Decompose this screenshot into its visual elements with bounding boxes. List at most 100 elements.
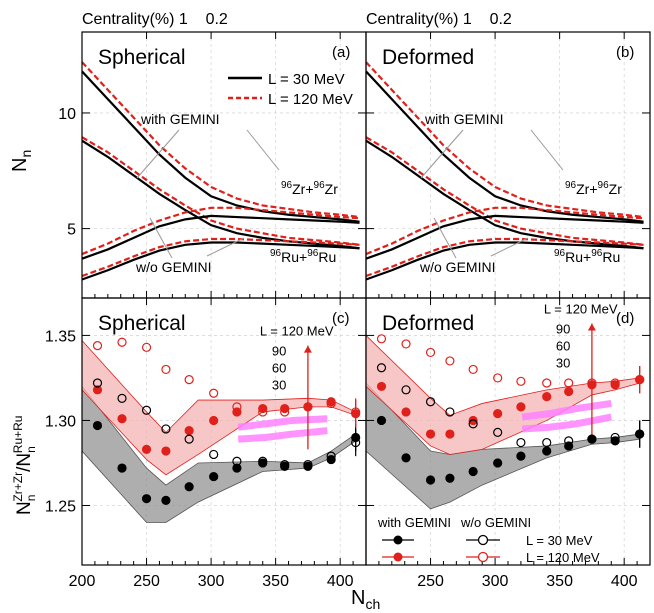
data-point-L120-wo (141, 342, 152, 352)
data-point-L120-with (161, 446, 171, 456)
data-point-L120-wo (326, 398, 336, 409)
data-point-L30-wo (209, 449, 219, 460)
annotation-arrow-wo (206, 237, 245, 257)
y-axis-title-bottom: NnZr+Zr/NnRu+Ru (11, 416, 38, 515)
L-label-30: 30 (272, 378, 286, 393)
data-point-L30-with (232, 463, 242, 473)
data-point-L30-with (516, 451, 526, 461)
data-point-L120-wo (401, 339, 411, 349)
panel-label: (a) (332, 44, 350, 61)
data-point-L30-wo (425, 397, 436, 407)
L-label-90: 90 (556, 322, 570, 337)
data-point-L120-wo (280, 407, 290, 417)
data-point-L30-wo (635, 429, 645, 439)
data-point-L120-wo (232, 402, 242, 412)
annotation-arrow-with (420, 129, 464, 179)
panel-b: with GEMINI w/o GEMINI 96Zr+96Zr 96Ru+96Ru D… (365, 31, 651, 299)
legend-solid-label: L = 30 MeV (268, 71, 345, 88)
data-point-L120-with (141, 444, 152, 454)
data-point-L120-with (564, 386, 574, 397)
L-arrow-head (587, 323, 596, 331)
legend-marker-open-black (477, 534, 489, 546)
annotation-ru-system: 96Ru+96Ru (270, 248, 336, 265)
data-point-L30-wo (468, 419, 478, 429)
x-axis-title: Nch (351, 587, 380, 612)
svg-text:Nch: Nch (351, 587, 380, 612)
x-tick-label: 200 (69, 573, 96, 590)
data-point-L30-wo (117, 393, 127, 403)
data-point-L120-wo (184, 375, 194, 385)
pink-band-1 (521, 399, 612, 421)
y-axis-title-top: Nn (9, 150, 34, 172)
data-point-L120-wo (542, 378, 552, 388)
data-point-L30-with (445, 473, 455, 483)
data-point-L30-wo (401, 385, 411, 395)
L-label-120: L = 120 MeV (260, 324, 334, 339)
data-point-L120-wo (258, 407, 268, 417)
data-point-L30-wo (326, 451, 336, 461)
data-point-L120-wo (564, 378, 574, 388)
series-line-ru-L120 (81, 237, 360, 278)
data-point-L30-with (425, 475, 436, 485)
data-point-L120-with (184, 426, 194, 436)
data-point-L30-wo (280, 460, 290, 470)
annotation-wo-gemini: w/o GEMINI (419, 259, 495, 275)
data-point-L120-with (516, 402, 526, 412)
x-tick-label: 350 (546, 573, 573, 590)
panel-c: L = 120 MeV 90 60 30 1.25 1.30 1.35 200 250 300 35… (45, 297, 367, 590)
data-point-L120-wo (493, 373, 503, 383)
annotation-arrow-wo (433, 217, 457, 259)
series-line-zr-L120 (365, 61, 644, 219)
data-point-L120-with (92, 385, 103, 395)
data-point-L120-wo (610, 378, 620, 388)
data-point-L30-with (141, 494, 152, 504)
annotation-arrow-wo (490, 237, 529, 257)
legend-marker-filled-black (393, 535, 403, 545)
x-tick-label: 300 (482, 573, 509, 590)
pink-band-0 (237, 427, 328, 443)
data-point-L30-wo (92, 378, 103, 388)
legend-dashed-label: L = 120 MeV (268, 91, 353, 108)
L-label-60: 60 (556, 339, 570, 354)
y-tick-label: 1.30 (45, 413, 76, 430)
legend-row1-label: L = 30 MeV (526, 533, 593, 548)
data-point-L120-with (117, 414, 127, 424)
data-point-L120-wo (516, 376, 526, 386)
data-point-L30-wo (161, 424, 171, 434)
data-point-L30-with (209, 471, 219, 482)
series-line-zr-L30 (81, 70, 360, 223)
legend-marker-filled-red (393, 552, 403, 562)
data-point-L120-wo (92, 341, 103, 351)
annotation-arrow-with (246, 129, 280, 171)
pink-band-0 (521, 413, 612, 433)
data-point-L120-with (542, 392, 552, 402)
annotation-ru-system: 96Ru+96Ru (554, 248, 620, 265)
L-arrow-head (303, 345, 312, 353)
y-tick-label: 1.35 (45, 328, 76, 345)
data-point-L30-wo (141, 405, 152, 415)
legend-header-wo: w/o GEMINI (460, 515, 531, 530)
series-line-ru-L120 (365, 237, 644, 278)
data-point-L30-with (161, 495, 171, 505)
series-line-zr-L120 (365, 206, 644, 256)
legend-bottom: with GEMINI w/o GEMINI L = 30 MeV L = 12… (377, 515, 600, 565)
data-point-L120-wo (117, 337, 127, 347)
legend-row2-label: L = 120 MeV (526, 550, 600, 565)
x-tick-label: 300 (198, 573, 225, 590)
data-point-L120-with (209, 415, 219, 426)
centrality-label-right: Centrality(%) 1 0.2 (366, 11, 512, 28)
data-point-L30-with (493, 458, 503, 468)
data-point-L120-with (425, 429, 436, 439)
annotation-arrow-wo (149, 217, 173, 259)
series-line-zr-L120 (81, 206, 360, 256)
data-point-L120-wo (587, 378, 597, 388)
data-point-L30-with (401, 453, 411, 463)
series-line-zr-L120 (81, 61, 360, 219)
series-line-ru-L30 (365, 241, 644, 281)
data-point-L30-wo (516, 437, 526, 448)
series-line-zr-L30 (81, 214, 360, 260)
data-point-L30-with (92, 420, 103, 431)
data-point-L120-wo (425, 347, 436, 358)
data-point-L120-with (493, 409, 503, 419)
